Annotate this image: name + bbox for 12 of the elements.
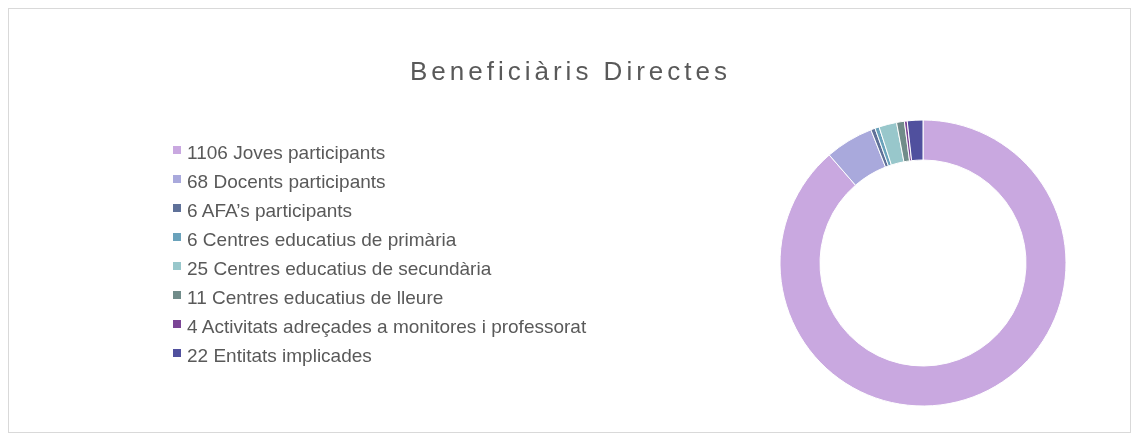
legend-label: 6 Centres educatius de primària xyxy=(187,229,457,251)
legend-label: 68 Docents participants xyxy=(187,171,386,193)
legend-label: 1106 Joves participants xyxy=(187,142,386,164)
legend-label: 11 Centres educatius de lleure xyxy=(187,287,444,309)
donut-slice xyxy=(878,121,905,166)
legend-label: 4 Activitats adreçades a monitores i professorat xyxy=(187,316,587,338)
donut-slice xyxy=(828,129,887,186)
chart-title: Beneficiàris Directes xyxy=(410,56,731,86)
legend-label: 6 AFA’s participants xyxy=(187,200,353,222)
legend-label: 22 Entitats implicades xyxy=(187,345,372,367)
donut-slice xyxy=(779,119,1067,407)
legend-label: 25 Centres educatius de secundària xyxy=(187,258,492,280)
